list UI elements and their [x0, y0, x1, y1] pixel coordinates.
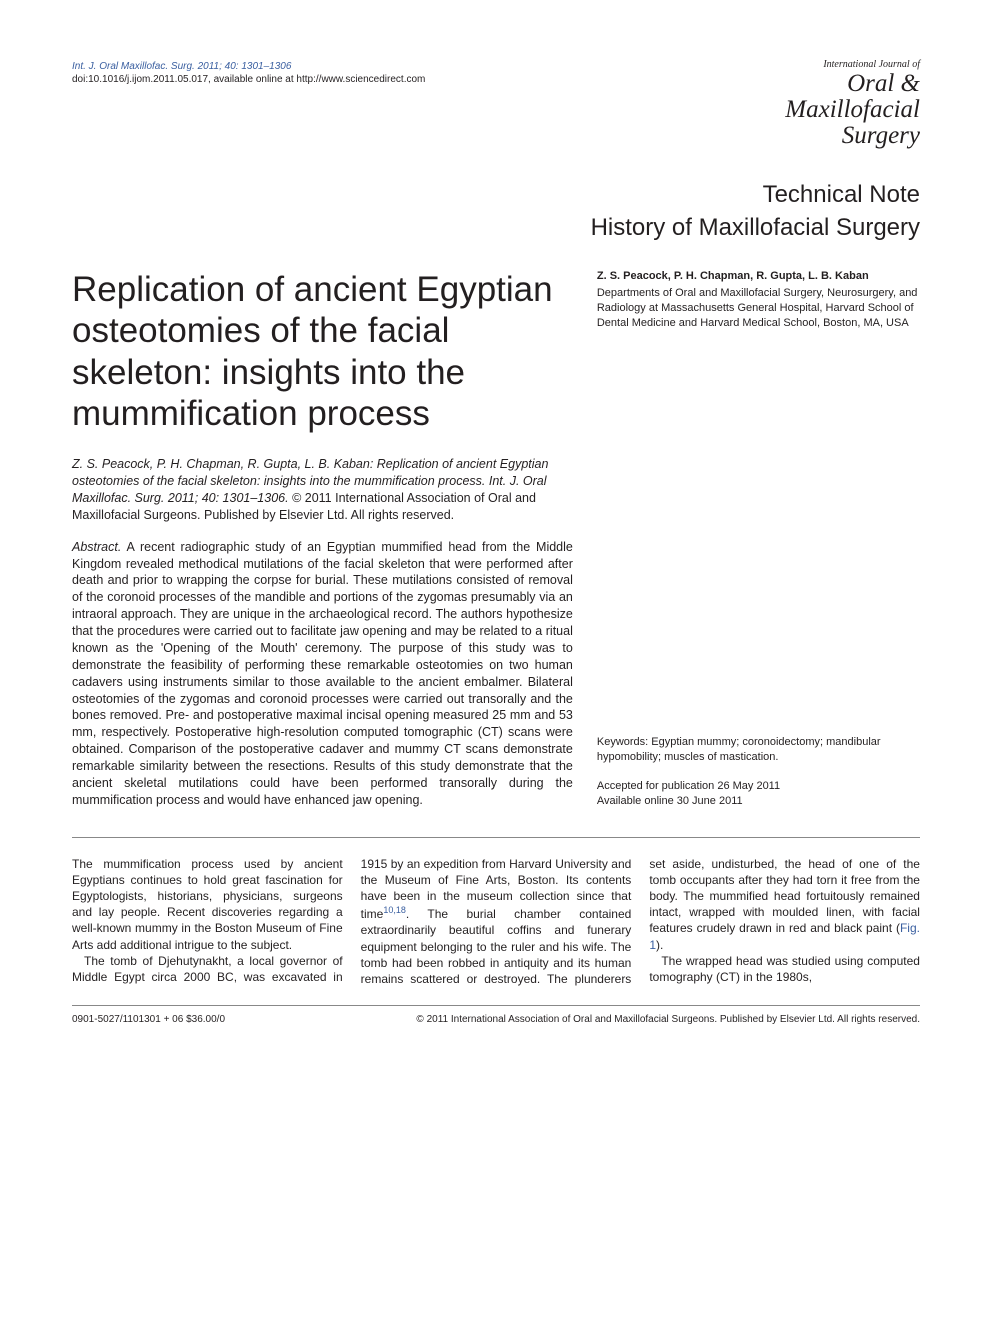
title-block: Replication of ancient Egyptian osteotom…: [72, 269, 920, 434]
body-p3: The wrapped head was studied using compu…: [649, 953, 920, 985]
abstract-text: A recent radiographic study of an Egypti…: [72, 540, 573, 807]
abstract-label: Abstract.: [72, 540, 121, 554]
ref-superscript: 10,18: [383, 905, 406, 915]
body-p2c: ).: [656, 938, 663, 952]
abstract-row: Abstract. A recent radiographic study of…: [72, 539, 920, 809]
sidebar: Keywords: Egyptian mummy; coronoidectomy…: [597, 539, 920, 809]
citation-block: Z. S. Peacock, P. H. Chapman, R. Gupta, …: [72, 456, 598, 524]
logo-line-4: Surgery: [785, 123, 920, 149]
logo-line-2: Oral &: [785, 71, 920, 97]
footer-left: 0901-5027/1101301 + 06 $36.00/0: [72, 1014, 225, 1025]
author-names: Z. S. Peacock, P. H. Chapman, R. Gupta, …: [597, 269, 920, 284]
divider-top: [72, 837, 920, 838]
logo-line-1: International Journal of: [785, 60, 920, 71]
abstract: Abstract. A recent radiographic study of…: [72, 539, 573, 809]
logo-line-3: Maxillofacial: [785, 97, 920, 123]
journal-issue: Int. J. Oral Maxillofac. Surg. 2011; 40:…: [72, 60, 425, 73]
body-text: The mummification process used by ancien…: [72, 856, 920, 988]
accepted-date: Accepted for publication 26 May 2011: [597, 779, 920, 794]
page-header: Int. J. Oral Maxillofac. Surg. 2011; 40:…: [72, 60, 920, 149]
header-citation: Int. J. Oral Maxillofac. Surg. 2011; 40:…: [72, 60, 425, 86]
section-label-2: History of Maxillofacial Surgery: [72, 212, 920, 244]
body-p1: The mummification process used by ancien…: [72, 856, 343, 953]
online-date: Available online 30 June 2011: [597, 794, 920, 809]
doi-line: doi:10.1016/j.ijom.2011.05.017, availabl…: [72, 73, 425, 86]
authors-block: Z. S. Peacock, P. H. Chapman, R. Gupta, …: [597, 269, 920, 434]
keywords: Keywords: Egyptian mummy; coronoidectomy…: [597, 735, 920, 765]
journal-logo: International Journal of Oral & Maxillof…: [785, 60, 920, 149]
article-title: Replication of ancient Egyptian osteotom…: [72, 269, 573, 434]
section-label-1: Technical Note: [72, 179, 920, 211]
page-footer: 0901-5027/1101301 + 06 $36.00/0 © 2011 I…: [72, 1005, 920, 1025]
section-labels: Technical Note History of Maxillofacial …: [72, 179, 920, 244]
footer-right: © 2011 International Association of Oral…: [416, 1014, 920, 1025]
author-affiliation: Departments of Oral and Maxillofacial Su…: [597, 286, 920, 331]
keywords-label: Keywords:: [597, 736, 648, 748]
